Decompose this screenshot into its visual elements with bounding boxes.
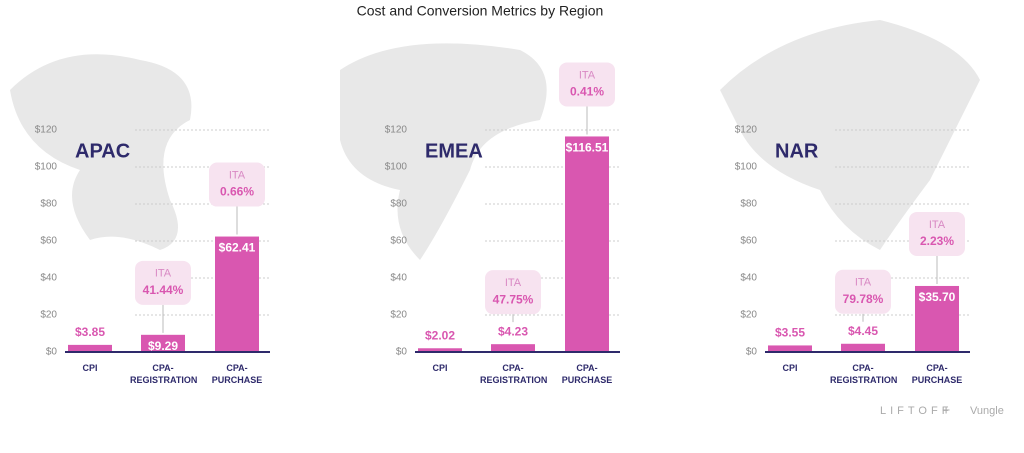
value-label: $4.45 [848, 324, 878, 338]
value-label: $62.41 [219, 241, 256, 255]
bar [565, 136, 609, 352]
region-title: APAC [75, 140, 130, 162]
callout [485, 270, 541, 315]
y-tick-label: $100 [735, 162, 758, 173]
plus: + [942, 402, 950, 418]
y-tick-label: $60 [390, 236, 407, 247]
ita-value: 2.23% [920, 234, 954, 248]
brand: LIFTOFF [880, 405, 952, 417]
y-tick-label: $40 [40, 273, 57, 284]
y-tick-label: $80 [40, 199, 57, 210]
bar [915, 285, 959, 352]
bar [768, 345, 812, 352]
ita-label: ITA [929, 219, 946, 231]
callout [209, 162, 265, 207]
ita-label: ITA [155, 268, 172, 280]
x-tick-label: CPA-PURCHASE [561, 363, 613, 385]
callout [559, 62, 615, 107]
maps [10, 20, 980, 261]
main-title: Cost and Conversion Metrics by Region [357, 3, 604, 19]
value-label: $4.23 [498, 324, 528, 338]
x-tick-label: CPI [82, 363, 98, 373]
y-tick-label: $0 [396, 347, 408, 358]
bar [68, 344, 112, 352]
x-tick-label: CPA-PURCHASE [211, 363, 263, 385]
value-label: $2.02 [425, 328, 455, 342]
region-title: EMEA [425, 140, 483, 162]
ita-value: 0.66% [220, 185, 254, 199]
bar [491, 344, 535, 352]
x-tick-label: CPI [782, 363, 798, 373]
value-label: $3.85 [75, 325, 105, 339]
value-label: $9.29 [148, 339, 178, 353]
ita-value: 0.41% [570, 85, 604, 99]
y-tick-label: $80 [740, 199, 757, 210]
partner: Vungle [970, 405, 1004, 417]
y-tick-label: $0 [746, 347, 758, 358]
y-tick-label: $80 [390, 199, 407, 210]
ita-label: ITA [505, 277, 522, 289]
x-tick-label: CPA-REGISTRATION [130, 363, 198, 385]
x-tick-label: CPI [432, 363, 448, 373]
y-tick-label: $100 [35, 162, 58, 173]
ita-value: 79.78% [843, 292, 884, 306]
y-tick-label: $100 [385, 162, 408, 173]
ita-label: ITA [579, 69, 596, 81]
y-tick-label: $20 [740, 310, 757, 321]
callout [909, 211, 965, 256]
y-tick-label: $60 [40, 236, 57, 247]
bar [418, 348, 462, 352]
ita-label: ITA [229, 169, 246, 181]
y-tick-label: $40 [740, 273, 757, 284]
value-label: $35.70 [919, 290, 956, 304]
y-tick-label: $0 [46, 347, 58, 358]
y-tick-label: $20 [40, 310, 57, 321]
x-tick-label: CPA-REGISTRATION [480, 363, 548, 385]
bar [141, 334, 185, 352]
y-tick-label: $120 [735, 125, 758, 136]
ita-label: ITA [855, 277, 872, 289]
callout [135, 260, 191, 305]
callout [835, 269, 891, 314]
value-label: $3.55 [775, 326, 805, 340]
region-title: NAR [775, 140, 819, 162]
y-tick-label: $120 [35, 125, 58, 136]
ita-value: 47.75% [493, 292, 534, 306]
y-tick-label: $20 [390, 310, 407, 321]
bar [841, 343, 885, 352]
ita-value: 41.44% [143, 283, 184, 297]
y-tick-label: $120 [385, 125, 408, 136]
x-tick-label: CPA-REGISTRATION [830, 363, 898, 385]
y-tick-label: $60 [740, 236, 757, 247]
x-tick-label: CPA-PURCHASE [911, 363, 963, 385]
y-tick-label: $40 [390, 273, 407, 284]
value-label: $116.51 [566, 141, 609, 155]
bar [215, 236, 259, 352]
